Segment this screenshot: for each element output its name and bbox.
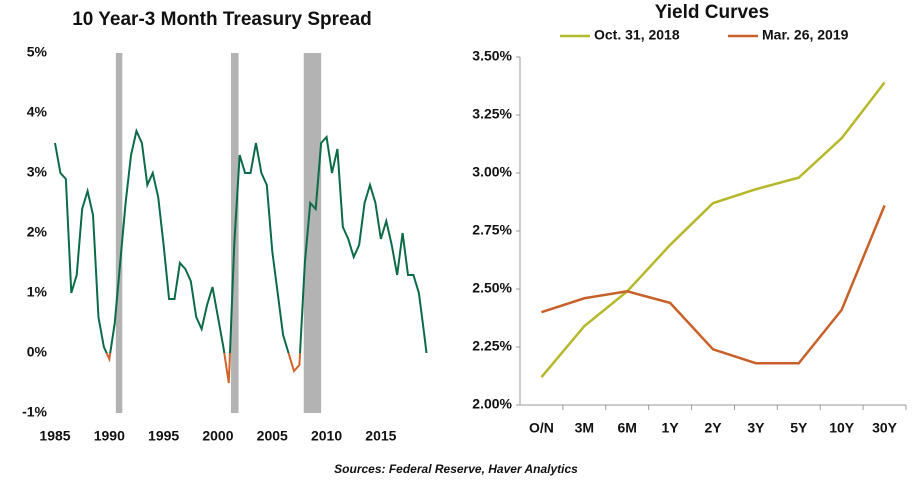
y-tick-label: 4% [27,104,48,120]
y-tick-label: 2.50% [472,280,512,296]
chart-title: Yield Curves [655,2,769,23]
y-tick-label: 3.25% [472,106,512,122]
y-tick-label: 5% [27,44,48,60]
y-tick-label: 0% [27,344,48,360]
x-tick-label: 10Y [829,420,855,436]
yield-line [541,205,886,365]
x-tick-label: 2010 [311,428,342,444]
y-tick-label: 3% [27,164,48,180]
legend-label: Mar. 26, 2019 [762,27,849,43]
source: Sources: Federal Reserve, Haver Analytic… [334,462,578,476]
x-tick-label: 3Y [747,420,765,436]
y-tick-label: 2.00% [472,396,512,412]
x-tick-label: 5Y [790,420,808,436]
y-tick-label: 2.25% [472,338,512,354]
y-tick-label: 3.00% [472,164,512,180]
y-tick-label: 2.75% [472,222,512,238]
x-tick-label: 2015 [365,428,396,444]
x-tick-label: 2005 [257,428,288,444]
x-tick-label: 2Y [704,420,722,436]
x-tick-label: 6M [617,420,636,436]
legend-label: Oct. 31, 2018 [594,27,680,43]
recession-band [303,53,322,413]
y-tick-label: 2% [27,224,48,240]
y-tick-label: -1% [22,404,47,420]
x-tick-label: 1995 [148,428,179,444]
spread-line [54,127,428,353]
x-tick-label: 30Y [872,420,898,436]
y-tick-label: 3.50% [472,48,512,64]
x-tick-label: 1990 [94,428,125,444]
x-tick-label: O/N [529,420,554,436]
x-tick-label: 1985 [39,428,70,444]
x-tick-label: 2000 [202,428,233,444]
y-tick-label: 1% [27,284,48,300]
yield-line [540,81,886,378]
x-tick-label: 1Y [662,420,680,436]
chart-title: 10 Year-3 Month Treasury Spread [72,9,372,30]
recession-band [115,53,123,413]
x-tick-label: 3M [575,420,594,436]
